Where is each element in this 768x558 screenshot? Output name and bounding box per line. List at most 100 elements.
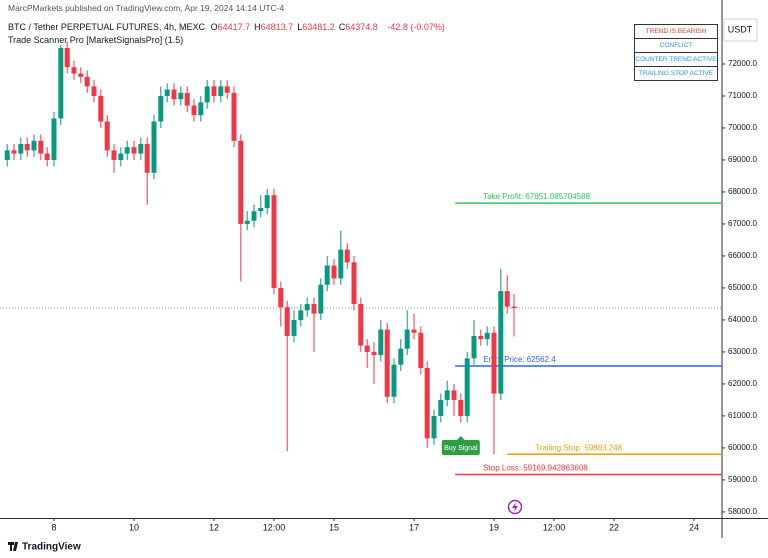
candle-body [138, 143, 144, 154]
candle-body [278, 287, 284, 308]
candle-body [231, 92, 237, 141]
candle-body [398, 348, 404, 365]
logo-mark [8, 542, 18, 551]
footer-logo: TradingView [8, 542, 81, 553]
candle-body [344, 249, 350, 263]
signal-label: Buy Signal [444, 445, 478, 452]
candle-body [298, 310, 304, 320]
candle-body [198, 102, 204, 116]
y-tick-label: 62000.0 [728, 379, 757, 388]
candle-body [418, 332, 424, 368]
y-tick-label: 64000.0 [728, 315, 757, 324]
x-tick-label: 12:00 [543, 522, 566, 532]
symbol: BTC / Tether PERPETUAL FUTURES, 4h, MEXC [8, 22, 206, 32]
candle-body [58, 47, 64, 119]
status-row: TREND IS BEARISH [645, 28, 707, 35]
candle-body [491, 332, 497, 394]
status-row: COUNTER TREND ACTIVE [635, 52, 717, 66]
level-label: Entry Price: 62562.4 [483, 355, 556, 364]
candle-body [91, 86, 97, 96]
candle-body [244, 220, 250, 224]
candle-body [144, 143, 150, 173]
status-row: TRAILING STOP ACTIVE [635, 66, 717, 80]
y-tick-label: 58000.0 [728, 507, 757, 516]
candle-body [438, 399, 444, 416]
ohlc-key: O [210, 22, 218, 32]
level-label: Trailing Stop: 59803.248 [535, 443, 622, 452]
candle-body [451, 390, 457, 400]
candle-body [44, 153, 50, 160]
candle-body [484, 332, 490, 340]
candle-body [78, 73, 84, 77]
candle-body [104, 121, 110, 151]
ohlc-value: 63481.2 [302, 22, 335, 32]
y-tick-label: 61000.0 [728, 411, 757, 420]
candle-body [131, 147, 137, 154]
candle-body [424, 367, 430, 439]
candle-body [478, 335, 484, 340]
x-tick-label: 12:00 [263, 522, 286, 532]
candle-body [338, 249, 344, 279]
ohlc-value: 64417.7 [217, 22, 251, 32]
candle-body [24, 143, 30, 151]
candle-body [324, 265, 330, 285]
ohlc-key: C [338, 22, 346, 32]
ohlc-key: H [254, 22, 261, 32]
y-tick-label: 66000.0 [728, 251, 757, 260]
candle-body [444, 390, 450, 400]
signal: Buy Signal [441, 436, 480, 455]
candle-body [264, 195, 270, 208]
ohlc-key: L [297, 22, 303, 32]
publisher-line: MarcPMarkets published on TradingView.co… [8, 3, 285, 13]
candle-body [171, 89, 177, 100]
candle-body [318, 284, 324, 314]
ohlc-value: 64374.8 [345, 22, 378, 32]
symbol-line: BTC / Tether PERPETUAL FUTURES, 4h, MEXC… [8, 22, 448, 32]
candle-body [404, 329, 410, 349]
candle-body [291, 319, 297, 336]
candle-body [391, 364, 397, 397]
ohlc-value: 64813.7 [260, 22, 294, 32]
status-panel: TREND IS BEARISH CONFLICT COUNTER TREND AC… [634, 24, 718, 81]
currency-label: USDT [728, 24, 753, 34]
candle-body [204, 86, 210, 103]
candle-body [4, 150, 10, 160]
y-tick-label: 59000.0 [728, 475, 757, 484]
candle-body [258, 207, 264, 212]
y-tick-label: 71000.0 [728, 91, 757, 100]
candle-body [271, 195, 277, 288]
candle-body [471, 335, 477, 359]
candle-body [431, 415, 437, 439]
candle-body [38, 140, 44, 154]
candle-body [504, 291, 510, 307]
candle-body [498, 291, 504, 394]
candle-body [164, 89, 170, 96]
candle-body [51, 118, 57, 160]
x-tick-label: 22 [609, 522, 619, 532]
ohlc: O64417.7 H64813.7 L63481.2 C64374.8 [211, 22, 382, 32]
candle-body [31, 140, 37, 151]
y-tick-label: 68000.0 [728, 187, 757, 196]
status-row: CONFLICT [635, 38, 717, 52]
candle-body [11, 150, 17, 154]
signal-arrow [456, 436, 465, 440]
candle-body [351, 262, 357, 304]
candle-body [178, 92, 184, 100]
y-tick-label: 72000.0 [728, 59, 757, 68]
candle-body [304, 303, 310, 311]
y-tick-label: 60000.0 [728, 443, 757, 452]
candle-body [211, 86, 217, 96]
candle-body [364, 345, 370, 352]
candle-body [158, 95, 164, 122]
candle-body [458, 399, 464, 416]
level-label: Take Profit: 67651.085704588 [483, 192, 590, 201]
y-tick-label: 69000.0 [728, 155, 757, 164]
candle-body [218, 86, 224, 96]
x-tick-label: 8 [51, 522, 56, 532]
indicator-line: Trade Scanner Pro [MarketSignalsPro] (1.… [8, 35, 184, 45]
x-tick-label: 12 [209, 522, 219, 532]
x-tick-label: 15 [329, 522, 339, 532]
candle-body [124, 147, 130, 154]
candle-body [84, 76, 90, 87]
candle-body [511, 306, 517, 308]
